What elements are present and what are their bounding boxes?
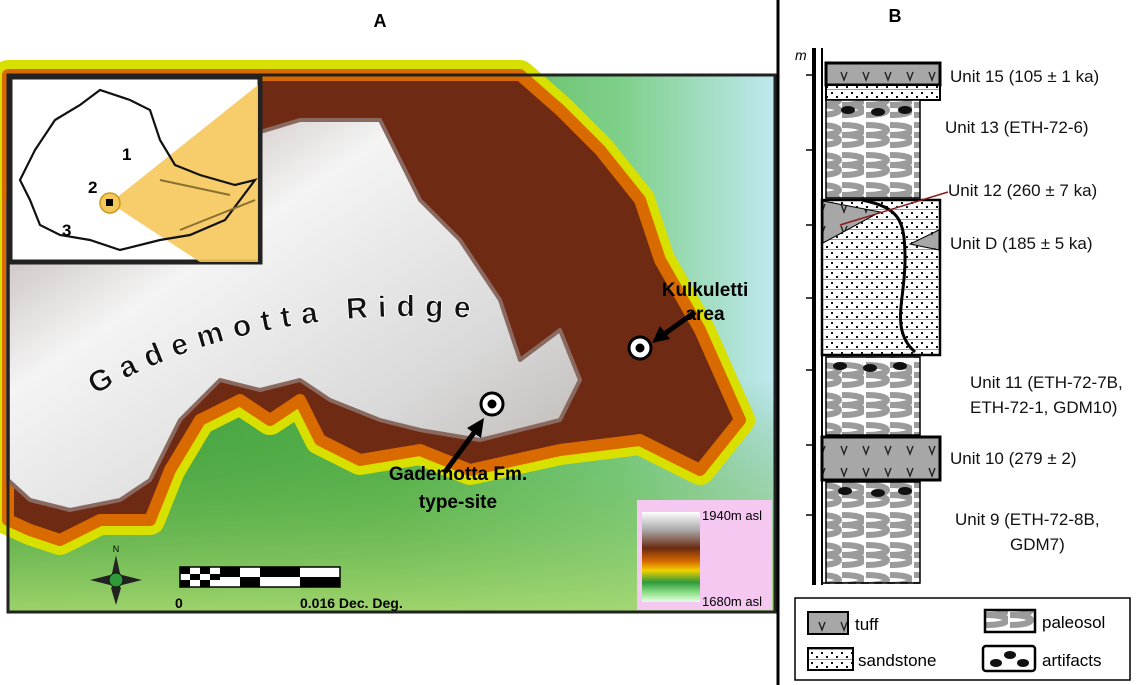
graphic-rect <box>985 610 1035 632</box>
graphic-rect <box>826 482 920 583</box>
graphic-rect <box>200 580 210 587</box>
legend-label: paleosol <box>1042 613 1105 632</box>
unit-label: Unit 11 (ETH-72-7B, ETH-72-1, GDM10) <box>970 373 1123 417</box>
strat-column <box>806 48 948 585</box>
graphic-rect <box>220 567 240 577</box>
unit-label-line: Unit 9 (ETH-72-8B, <box>955 510 1100 529</box>
unit-label-line: Unit 11 (ETH-72-7B, <box>970 373 1123 392</box>
graphic-rect <box>808 648 853 670</box>
elevation-legend: 1940m asl 1680m asl <box>637 500 772 610</box>
unit-label: Unit 10 (279 ± 2) <box>950 449 1077 468</box>
site-label-line: area <box>685 304 725 325</box>
graphic-ellipse <box>1017 659 1029 667</box>
graphic-rect <box>210 574 220 580</box>
graphic-rect <box>826 85 940 100</box>
unit-label: Unit 13 (ETH-72-6) <box>945 118 1089 137</box>
graphic-rect <box>808 612 848 634</box>
panel-label: B <box>889 6 902 26</box>
graphic-rect <box>822 437 940 480</box>
graphic-ellipse <box>1004 651 1016 659</box>
graphic-ellipse <box>898 106 912 114</box>
site-label-line: Gademotta Fm. <box>389 464 527 485</box>
graphic-rect <box>180 580 190 587</box>
page: A 1 2 3 Gademotta Ridge Kulkulettiarea G… <box>0 0 1145 685</box>
legend-label: artifacts <box>1042 651 1102 670</box>
graphic-circle <box>636 344 645 353</box>
graphic-ellipse <box>990 659 1002 667</box>
graphic-rect <box>260 567 300 577</box>
graphic-rect <box>826 63 940 85</box>
graphic-ellipse <box>838 487 852 495</box>
graphic-circle <box>488 400 497 409</box>
inset-label: 3 <box>62 221 71 240</box>
site-label-line: type-site <box>419 492 497 513</box>
graphic-circle <box>109 573 123 587</box>
site-label-line: Kulkuletti <box>662 280 749 301</box>
graphic-rect <box>240 577 260 587</box>
inset-label: 2 <box>88 178 97 197</box>
unit-labels: Unit 15 (105 ± 1 ka) Unit 13 (ETH-72-6) … <box>945 67 1123 554</box>
lithology-legend: tuff paleosol sandstone artifacts <box>795 598 1130 680</box>
graphic-ellipse <box>871 489 885 497</box>
figure: A 1 2 3 Gademotta Ridge Kulkulettiarea G… <box>0 0 1145 685</box>
inset-label: 1 <box>122 145 131 164</box>
unit-label: Unit 15 (105 ± 1 ka) <box>950 67 1099 86</box>
panel-label: A <box>374 11 387 31</box>
graphic-ellipse <box>833 362 847 370</box>
graphic-rect <box>300 577 340 587</box>
graphic-rect <box>106 199 113 206</box>
unit-label: Unit 12 (260 ± 7 ka) <box>948 181 1097 200</box>
graphic-rect <box>190 574 200 580</box>
graphic-ellipse <box>893 362 907 370</box>
graphic-rect <box>180 567 190 574</box>
graphic-ellipse <box>841 106 855 114</box>
elevation-max: 1940m asl <box>702 508 762 523</box>
graphic-rect <box>642 512 700 602</box>
legend-label: sandstone <box>858 651 936 670</box>
north-label: N <box>113 544 120 554</box>
graphic-rect <box>200 567 210 574</box>
unit-label-line: GDM7) <box>1010 535 1065 554</box>
unit-label: Unit D (185 ± 5 ka) <box>950 234 1093 253</box>
scale-label: 0 <box>175 595 183 611</box>
graphic-ellipse <box>863 364 877 372</box>
graphic-ellipse <box>898 487 912 495</box>
legend-label: tuff <box>855 615 879 634</box>
unit-label: Unit 9 (ETH-72-8B, GDM7) <box>955 510 1100 554</box>
axis-label: m <box>795 47 807 63</box>
inset-map: 1 2 3 <box>10 77 260 262</box>
scale-label: 0.016 Dec. Deg. <box>300 595 403 611</box>
unit-label-line: ETH-72-1, GDM10) <box>970 398 1117 417</box>
graphic-ellipse <box>871 108 885 116</box>
elevation-min: 1680m asl <box>702 594 762 609</box>
